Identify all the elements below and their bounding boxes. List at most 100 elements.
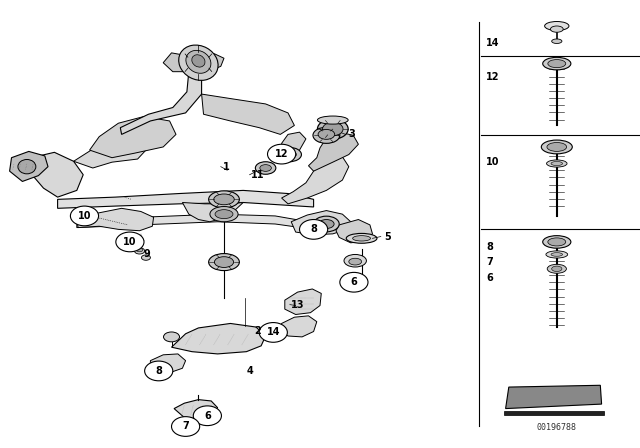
Ellipse shape	[548, 60, 566, 68]
Ellipse shape	[543, 57, 571, 70]
Polygon shape	[308, 132, 358, 171]
Ellipse shape	[346, 233, 377, 243]
Text: 14: 14	[486, 38, 500, 47]
Polygon shape	[32, 152, 83, 197]
Text: 4: 4	[246, 366, 253, 376]
Text: 7: 7	[182, 422, 189, 431]
Ellipse shape	[314, 216, 339, 232]
Ellipse shape	[134, 248, 145, 254]
Ellipse shape	[547, 142, 566, 151]
Ellipse shape	[318, 129, 335, 139]
Circle shape	[340, 272, 368, 292]
Polygon shape	[163, 53, 192, 72]
Text: 1: 1	[223, 162, 230, 172]
Polygon shape	[150, 354, 186, 373]
Ellipse shape	[214, 194, 234, 205]
Polygon shape	[282, 132, 306, 159]
Ellipse shape	[313, 127, 340, 143]
Polygon shape	[282, 152, 349, 204]
Ellipse shape	[179, 45, 218, 80]
Ellipse shape	[277, 147, 301, 162]
Ellipse shape	[349, 258, 362, 265]
Circle shape	[145, 361, 173, 381]
Text: 9: 9	[144, 250, 151, 259]
Ellipse shape	[255, 162, 276, 174]
Polygon shape	[202, 54, 224, 72]
Text: 8: 8	[156, 366, 162, 376]
Text: 8: 8	[310, 224, 317, 234]
Polygon shape	[58, 190, 314, 208]
Circle shape	[172, 417, 200, 436]
Circle shape	[300, 220, 328, 239]
Ellipse shape	[344, 254, 367, 267]
Ellipse shape	[550, 26, 563, 32]
Polygon shape	[280, 316, 317, 337]
Polygon shape	[182, 202, 243, 222]
Text: 3: 3	[348, 129, 355, 139]
Circle shape	[259, 323, 287, 342]
Polygon shape	[172, 323, 266, 354]
Text: 12: 12	[486, 72, 500, 82]
Polygon shape	[120, 72, 202, 134]
Text: 13: 13	[291, 300, 305, 310]
Text: 6: 6	[486, 273, 493, 283]
Ellipse shape	[551, 253, 563, 256]
Polygon shape	[291, 211, 351, 235]
Ellipse shape	[353, 236, 371, 241]
Bar	[504, 411, 604, 415]
Ellipse shape	[260, 164, 271, 171]
Ellipse shape	[164, 332, 179, 342]
Text: 14: 14	[266, 327, 280, 337]
Circle shape	[268, 144, 296, 164]
Circle shape	[70, 206, 99, 226]
Ellipse shape	[552, 39, 562, 43]
Polygon shape	[77, 208, 154, 231]
Ellipse shape	[215, 210, 233, 219]
Ellipse shape	[551, 161, 563, 166]
Text: 5: 5	[385, 232, 392, 241]
Polygon shape	[74, 139, 147, 168]
Text: 7: 7	[486, 257, 493, 267]
Polygon shape	[90, 116, 176, 158]
Ellipse shape	[546, 251, 568, 258]
Text: 10: 10	[486, 157, 500, 167]
Ellipse shape	[317, 116, 348, 124]
Ellipse shape	[547, 160, 567, 167]
Circle shape	[193, 406, 221, 426]
Ellipse shape	[317, 119, 348, 139]
Text: 2: 2	[255, 326, 262, 336]
Polygon shape	[174, 400, 218, 419]
Polygon shape	[336, 220, 372, 243]
Circle shape	[116, 232, 144, 252]
Polygon shape	[77, 214, 301, 228]
Ellipse shape	[552, 266, 562, 271]
Text: 6: 6	[351, 277, 357, 287]
Ellipse shape	[18, 159, 36, 174]
Ellipse shape	[548, 238, 566, 246]
Text: 8: 8	[486, 242, 493, 252]
Ellipse shape	[209, 191, 239, 208]
Polygon shape	[285, 289, 321, 314]
Text: 12: 12	[275, 149, 289, 159]
Ellipse shape	[323, 122, 343, 136]
Polygon shape	[10, 151, 48, 181]
Ellipse shape	[192, 55, 205, 67]
Ellipse shape	[547, 264, 566, 273]
Ellipse shape	[541, 140, 572, 154]
Polygon shape	[202, 94, 294, 134]
Polygon shape	[506, 385, 602, 409]
Text: 10: 10	[123, 237, 137, 247]
Ellipse shape	[282, 151, 296, 159]
Text: 11: 11	[251, 170, 264, 180]
Ellipse shape	[186, 50, 211, 73]
Ellipse shape	[543, 236, 571, 248]
Text: 6: 6	[204, 411, 211, 421]
Text: 10: 10	[77, 211, 92, 221]
Ellipse shape	[136, 248, 143, 252]
Ellipse shape	[209, 254, 239, 271]
Ellipse shape	[214, 257, 234, 267]
Ellipse shape	[210, 207, 238, 222]
Ellipse shape	[141, 255, 150, 260]
Ellipse shape	[545, 22, 569, 30]
Text: 00196788: 00196788	[537, 423, 577, 432]
